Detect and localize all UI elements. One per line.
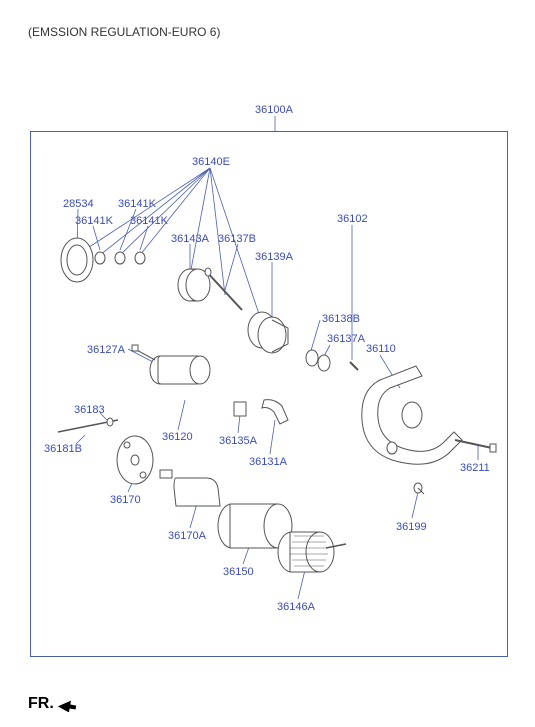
part-label-36170a: 36170A xyxy=(168,530,206,542)
part-label-36140e: 36140E xyxy=(192,156,230,168)
part-label-36211: 36211 xyxy=(460,462,490,474)
arrow-icon xyxy=(56,696,78,712)
part-label-36150: 36150 xyxy=(223,566,254,578)
part-label-36199: 36199 xyxy=(396,521,427,533)
part-label-36146a: 36146A xyxy=(277,601,315,613)
part-label-28534: 28534 xyxy=(63,198,94,210)
part-label-36141k: 36141K xyxy=(130,215,168,227)
orientation-indicator: FR. xyxy=(28,695,78,713)
part-label-36110: 36110 xyxy=(366,343,396,355)
part-label-36100a: 36100A xyxy=(255,104,293,116)
fr-label: FR. xyxy=(28,695,54,713)
part-label-36131a: 36131A xyxy=(249,456,287,468)
part-label-36135a: 36135A xyxy=(219,435,257,447)
part-label-36102: 36102 xyxy=(337,213,368,225)
page-title: (EMSSION REGULATION-EURO 6) xyxy=(28,25,220,39)
part-label-36137b: 36137B xyxy=(218,233,256,245)
part-label-36181b: 36181B xyxy=(44,443,82,455)
part-label-36139a: 36139A xyxy=(255,251,293,263)
part-label-36143a: 36143A xyxy=(171,233,209,245)
diagram-frame xyxy=(30,131,508,657)
part-label-36127a: 36127A xyxy=(87,344,125,356)
part-label-36141k: 36141K xyxy=(75,215,113,227)
part-label-36170: 36170 xyxy=(110,494,141,506)
part-label-36120: 36120 xyxy=(162,431,193,443)
part-label-36138b: 36138B xyxy=(322,313,360,325)
part-label-36141k: 36141K xyxy=(118,198,156,210)
part-label-36137a: 36137A xyxy=(327,333,365,345)
part-label-36183: 36183 xyxy=(74,404,105,416)
